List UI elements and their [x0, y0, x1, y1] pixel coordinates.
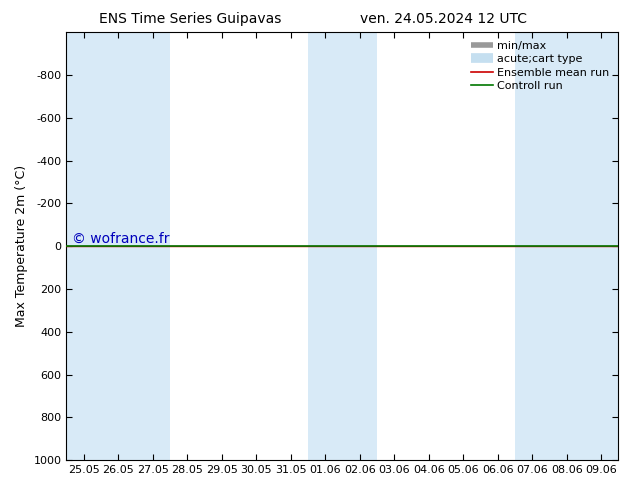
Y-axis label: Max Temperature 2m (°C): Max Temperature 2m (°C)	[15, 165, 28, 327]
Legend: min/max, acute;cart type, Ensemble mean run, Controll run: min/max, acute;cart type, Ensemble mean …	[467, 38, 613, 95]
Bar	[67, 32, 101, 460]
Bar	[101, 32, 136, 460]
Bar	[584, 32, 619, 460]
Bar	[308, 32, 342, 460]
Bar	[550, 32, 584, 460]
Bar	[515, 32, 550, 460]
Bar	[136, 32, 170, 460]
Text: © wofrance.fr: © wofrance.fr	[72, 232, 169, 246]
Text: ven. 24.05.2024 12 UTC: ven. 24.05.2024 12 UTC	[360, 12, 527, 26]
Bar	[342, 32, 377, 460]
Text: ENS Time Series Guipavas: ENS Time Series Guipavas	[99, 12, 281, 26]
